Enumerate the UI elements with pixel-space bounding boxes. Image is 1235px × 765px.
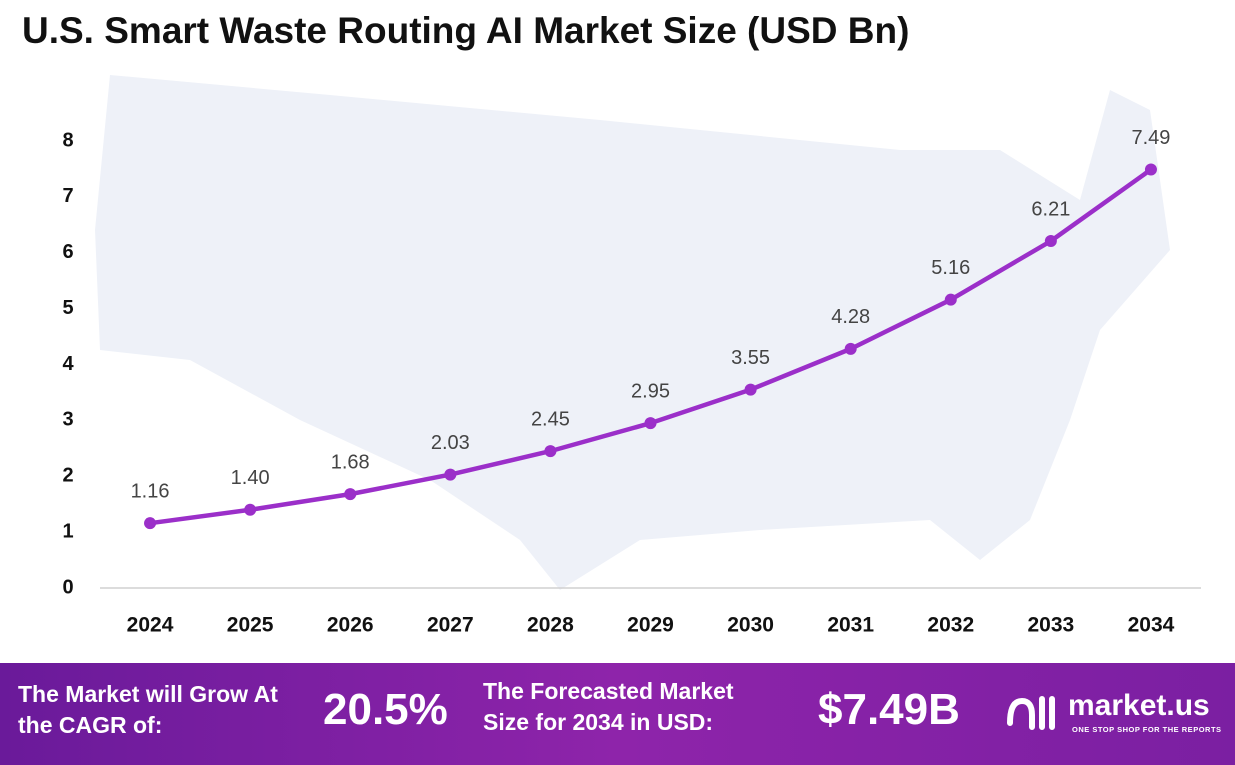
point bbox=[244, 503, 257, 516]
y-tick-label: 6 bbox=[62, 241, 73, 263]
x-tick-label: 2033 bbox=[1028, 614, 1075, 637]
value-label: 1.40 bbox=[231, 467, 270, 489]
point bbox=[744, 383, 757, 396]
x-tick-label: 2026 bbox=[327, 614, 374, 637]
point bbox=[144, 517, 157, 530]
map-background bbox=[95, 75, 1170, 590]
value-label: 5.16 bbox=[931, 257, 970, 279]
point bbox=[844, 342, 857, 355]
value-label: 2.45 bbox=[531, 408, 570, 430]
footer: The Market will Grow At the CAGR of: 20.… bbox=[0, 663, 1235, 765]
point bbox=[444, 468, 457, 481]
value-label: 2.95 bbox=[631, 380, 670, 402]
forecast-label: The Forecasted Market Size for 2034 in U… bbox=[483, 678, 734, 735]
y-tick-label: 2 bbox=[62, 465, 73, 487]
cagr-label: The Market will Grow At the CAGR of: bbox=[18, 681, 278, 738]
value-label: 1.68 bbox=[331, 451, 370, 473]
x-tick-label: 2034 bbox=[1128, 614, 1175, 637]
value-label: 2.03 bbox=[431, 432, 470, 454]
point bbox=[1044, 235, 1057, 248]
point bbox=[1144, 163, 1157, 176]
point bbox=[544, 445, 557, 458]
y-tick-label: 4 bbox=[62, 353, 74, 375]
value-label: 6.21 bbox=[1031, 198, 1070, 220]
value-label: 1.16 bbox=[131, 480, 170, 502]
value-label: 3.55 bbox=[731, 347, 770, 369]
x-tick-label: 2024 bbox=[127, 614, 174, 637]
value-label: 4.28 bbox=[831, 306, 870, 328]
x-tick-label: 2025 bbox=[227, 614, 274, 637]
tagline: ONE STOP SHOP FOR THE REPORTS bbox=[1072, 725, 1222, 734]
point bbox=[644, 417, 657, 430]
y-tick-label: 0 bbox=[62, 576, 73, 598]
logo: market.us bbox=[1068, 689, 1210, 722]
y-tick-label: 1 bbox=[62, 520, 73, 542]
y-tick-label: 8 bbox=[62, 129, 73, 151]
y-tick-label: 7 bbox=[62, 185, 73, 207]
y-tick-label: 3 bbox=[62, 409, 73, 431]
forecast-value: $7.49B bbox=[818, 685, 960, 734]
x-tick-label: 2028 bbox=[527, 614, 574, 637]
point bbox=[344, 488, 357, 501]
value-label: 7.49 bbox=[1131, 127, 1170, 149]
y-tick-label: 5 bbox=[62, 297, 73, 319]
logo-icon bbox=[1007, 696, 1055, 730]
x-tick-label: 2031 bbox=[827, 614, 874, 637]
chart-title: U.S. Smart Waste Routing AI Market Size … bbox=[22, 10, 909, 51]
cagr-value: 20.5% bbox=[323, 685, 448, 734]
x-tick-label: 2029 bbox=[627, 614, 674, 637]
x-tick-label: 2027 bbox=[427, 614, 474, 637]
chart: U.S. Smart Waste Routing AI Market Size … bbox=[22, 10, 1201, 637]
x-tick-label: 2030 bbox=[727, 614, 774, 637]
point bbox=[944, 293, 957, 306]
x-tick-label: 2032 bbox=[927, 614, 974, 637]
